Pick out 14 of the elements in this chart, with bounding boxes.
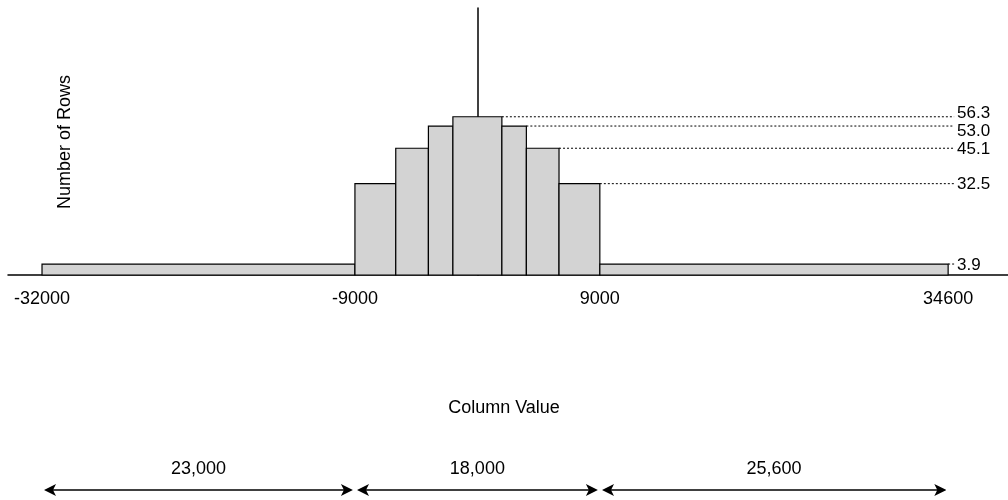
- ref-line-label: 56.3: [957, 102, 991, 122]
- x-axis-title: Column Value: [448, 397, 560, 417]
- ref-line-label: 32.5: [957, 174, 991, 194]
- text: 25,600: [745, 458, 803, 479]
- text: 18,000: [448, 458, 506, 479]
- text: 23,000: [169, 458, 227, 479]
- x-tick-label: 9000: [579, 288, 620, 308]
- x-tick-label: 34600: [923, 288, 974, 308]
- ref-line-label: 53.0: [957, 120, 991, 140]
- ref-line-label: 3.9: [957, 254, 981, 274]
- x-tick-label: -32000: [13, 288, 71, 308]
- y-axis-title: Number of Rows: [54, 75, 74, 210]
- x-tick-label: -9000: [331, 288, 378, 308]
- ref-line-label: 45.1: [957, 138, 991, 158]
